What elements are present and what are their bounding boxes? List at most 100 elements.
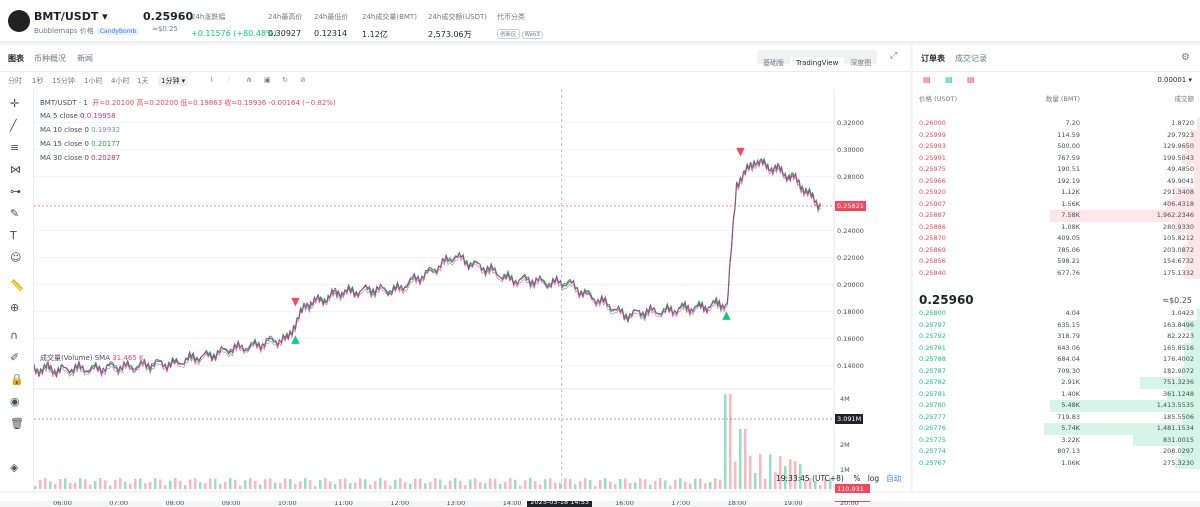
brush-icon[interactable]: ✎ xyxy=(10,207,19,220)
bid-total: 1,481.1534 xyxy=(1157,424,1194,432)
interval-option[interactable]: 15分钟 xyxy=(52,76,75,86)
interval-option[interactable]: 1天 xyxy=(137,76,148,86)
zoom-icon[interactable]: ⊕ xyxy=(10,301,19,314)
price-line xyxy=(34,159,821,375)
settings-icon[interactable]: ⊘ xyxy=(300,76,306,84)
auto-toggle[interactable]: 自动 xyxy=(886,474,901,483)
fullscreen-icon[interactable]: ⤢ xyxy=(890,51,897,61)
book-settings-icon[interactable]: ⚙ xyxy=(1181,52,1190,63)
lock-drawing-icon[interactable]: ✐ xyxy=(10,351,19,364)
stat-label: 24h成交量(BMT) xyxy=(362,13,417,21)
fib-icon[interactable]: ⊶ xyxy=(10,185,21,198)
category-tag[interactable]: Web3 xyxy=(522,31,544,39)
layers-icon[interactable]: ◈ xyxy=(10,461,18,474)
crosshair-icon[interactable]: ✛ xyxy=(10,97,19,110)
pair-selector[interactable]: BMT/USDT ▾ xyxy=(34,10,108,23)
trash-icon[interactable]: 🗑 xyxy=(10,417,24,430)
ask-qty: 7.20 xyxy=(1066,119,1080,127)
chart-tab[interactable]: 图表 xyxy=(8,53,24,64)
compare-icon[interactable]: ⋔ xyxy=(246,76,252,84)
log-toggle[interactable]: log xyxy=(868,474,879,483)
volume-bar xyxy=(229,478,232,489)
category-tag[interactable]: 创新区 xyxy=(497,29,520,39)
volume-bar xyxy=(129,484,132,489)
interval-option[interactable]: 1小时 xyxy=(84,76,102,86)
volume-bar xyxy=(364,479,367,489)
percent-toggle[interactable]: % xyxy=(853,474,860,483)
candle-type-icon[interactable]: ⫶ xyxy=(228,76,230,85)
volume-bar xyxy=(484,483,487,489)
magnet-icon[interactable]: ∩ xyxy=(10,329,18,342)
stat-label: 24h最低价 xyxy=(314,13,348,21)
interval-option[interactable]: 1秒 xyxy=(32,76,43,86)
chart-area[interactable]: ▼▲▲▼ BMT/USDT · 1 开=0.20100 高=0.20200 低=… xyxy=(34,89,870,491)
ruler-icon[interactable]: 📏 xyxy=(10,279,24,292)
mode-tab[interactable]: 深度图 xyxy=(844,56,877,70)
stat-0: 24h涨跌幅+0.11576 (+80.48%) xyxy=(191,12,277,38)
lock-icon[interactable]: 🔒 xyxy=(10,373,24,386)
volume-bar xyxy=(74,483,77,489)
trendline-icon[interactable]: ╱ xyxy=(10,119,17,132)
mode-tab[interactable]: 基础版 xyxy=(757,56,790,70)
price-chart-svg[interactable]: ▼▲▲▼ xyxy=(34,89,870,491)
chart-tab[interactable]: 币种概况 xyxy=(34,53,66,64)
volume-bar xyxy=(659,478,662,489)
interval-option[interactable]: 分时 xyxy=(8,76,22,86)
indicator-icon[interactable]: ⌇ xyxy=(210,76,213,84)
volume-bar xyxy=(739,429,742,489)
book-view-both-icon[interactable]: ▤ xyxy=(923,75,931,84)
volume-bar xyxy=(89,485,92,489)
book-view-bids-icon[interactable]: ▤ xyxy=(945,75,953,84)
mode-tab[interactable]: TradingView xyxy=(790,57,844,69)
interval-option[interactable]: 4小时 xyxy=(111,76,129,86)
chart-tab[interactable]: 新闻 xyxy=(77,53,93,64)
pattern-icon[interactable]: ⋈ xyxy=(10,163,21,176)
text-icon[interactable]: T xyxy=(10,229,17,242)
horizontal-lines-icon[interactable]: ≡ xyxy=(10,141,19,154)
order-book-panel: 订单表成交记录 ⚙ ▤ ▤ ▤ 0.00001 ▾ 价格 (USDT) 数量 (… xyxy=(913,45,1200,491)
interval-option[interactable]: 1分钟 ▾ xyxy=(158,76,188,86)
candybomb-badge[interactable]: CandyBomb xyxy=(97,28,139,35)
volume-bar xyxy=(359,478,362,489)
undo-icon[interactable]: ↻ xyxy=(282,76,288,84)
volume-bar xyxy=(289,479,292,489)
screenshot-icon[interactable]: ▣ xyxy=(264,76,271,84)
book-tab[interactable]: 订单表 xyxy=(921,53,945,64)
volume-bar xyxy=(424,483,427,489)
book-view-asks-icon[interactable]: ▤ xyxy=(967,75,975,84)
precision-select[interactable]: 0.00001 ▾ xyxy=(1157,76,1192,84)
ask-qty: 114.59 xyxy=(1057,131,1080,139)
y-tick: 0.20000 xyxy=(837,281,864,289)
book-tab[interactable]: 成交记录 xyxy=(955,53,987,64)
eye-icon[interactable]: ◉ xyxy=(10,395,20,408)
emoji-icon[interactable]: ☺ xyxy=(10,251,21,264)
